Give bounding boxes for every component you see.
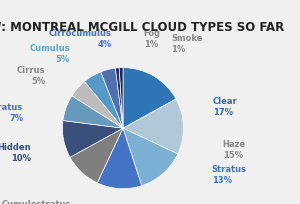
Wedge shape xyxy=(70,129,123,183)
Text: Hidden
10%: Hidden 10% xyxy=(0,142,31,162)
Wedge shape xyxy=(62,121,123,157)
Wedge shape xyxy=(123,129,178,186)
Wedge shape xyxy=(84,73,123,129)
Text: Cirrocumulus
4%: Cirrocumulus 4% xyxy=(49,29,112,49)
Text: Haze
15%: Haze 15% xyxy=(223,139,246,159)
Wedge shape xyxy=(116,68,123,129)
Text: Smoke
1%: Smoke 1% xyxy=(171,34,202,54)
Text: Stratus
13%: Stratus 13% xyxy=(212,164,247,184)
Text: Fog
1%: Fog 1% xyxy=(144,29,161,49)
Wedge shape xyxy=(123,100,184,154)
Text: Cirrus
5%: Cirrus 5% xyxy=(17,66,46,86)
Text: Cumulostratus
10%: Cumulostratus 10% xyxy=(2,199,71,204)
Text: Cirrostratus
7%: Cirrostratus 7% xyxy=(0,102,23,122)
Wedge shape xyxy=(123,68,176,129)
Wedge shape xyxy=(97,129,142,189)
Text: Cumulus
5%: Cumulus 5% xyxy=(29,44,70,64)
Wedge shape xyxy=(72,82,123,129)
Title: DRAW: MONTREAL MCGILL CLOUD TYPES SO FAR: DRAW: MONTREAL MCGILL CLOUD TYPES SO FAR xyxy=(0,21,285,34)
Wedge shape xyxy=(119,68,123,129)
Wedge shape xyxy=(63,96,123,129)
Wedge shape xyxy=(101,69,123,129)
Text: Clear
17%: Clear 17% xyxy=(213,96,238,116)
